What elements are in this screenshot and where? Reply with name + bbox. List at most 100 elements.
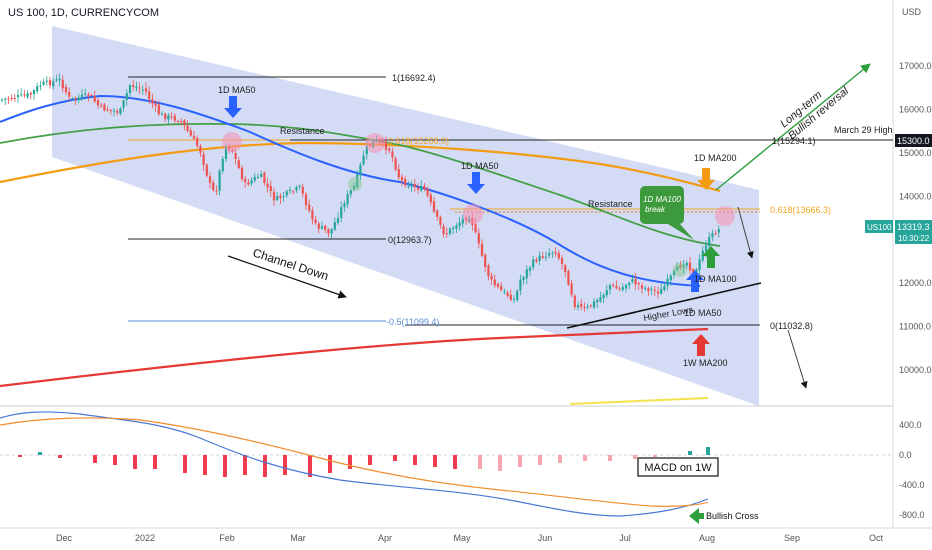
currency-label: USD [902, 7, 922, 17]
candle-body [157, 104, 160, 115]
candle-body [688, 262, 692, 271]
candle-body [260, 174, 263, 177]
ma100-arrow [702, 246, 720, 268]
candle-body [263, 172, 266, 184]
candle-body [650, 288, 653, 290]
candle-body [285, 191, 288, 196]
candle-body [36, 86, 39, 92]
macd-hist-bar [18, 455, 22, 457]
candle-body [400, 176, 404, 181]
candle-body [528, 267, 532, 271]
candle-body [557, 253, 560, 259]
macd-tick-label: -400.0 [899, 480, 925, 490]
macd-hist-bar [433, 455, 437, 467]
candle-body [397, 168, 400, 178]
candle-body [196, 138, 199, 147]
candle-body [151, 99, 154, 104]
candle-body [23, 94, 26, 96]
candle-body [173, 115, 176, 121]
ma50-line [0, 94, 701, 287]
candle-body [74, 97, 77, 100]
candle-body [10, 97, 13, 100]
candle-body [410, 184, 413, 187]
macd-hist-bar [113, 455, 117, 465]
candle-body [77, 97, 80, 101]
price-tick-label: 17000.0 [899, 61, 932, 71]
candle-body [330, 229, 333, 234]
candle-body [666, 278, 669, 287]
higher-lows-line [566, 282, 762, 329]
candle-body [416, 187, 420, 190]
candle-body [132, 85, 135, 88]
candle-body [343, 203, 346, 207]
candle-body [704, 245, 708, 252]
candle-body [426, 188, 429, 196]
candle-body [644, 287, 647, 289]
candle-body [698, 259, 701, 271]
price-tick-label: 11000.0 [899, 322, 931, 332]
candle-body [516, 290, 519, 301]
candle-body [189, 130, 192, 136]
macd-hist-bar [328, 455, 332, 473]
ma200-label: 1D MA200 [694, 153, 737, 163]
svg-text:break: break [645, 205, 666, 214]
candle-body [45, 80, 48, 82]
candle-body [391, 151, 394, 158]
candle-body [388, 148, 391, 151]
candle-body [634, 279, 637, 285]
macd-hist-bar [263, 455, 267, 477]
candle-body [532, 259, 535, 268]
w-ma200-line [0, 327, 709, 388]
price-axis: USD 17000.016000.015000.014000.013000.01… [899, 7, 932, 520]
svg-text:MACD on 1W: MACD on 1W [644, 462, 712, 474]
candle-body [573, 295, 576, 308]
candle-body [48, 80, 52, 86]
candle-body [445, 233, 448, 235]
candle-body [4, 98, 7, 100]
candle-body [125, 93, 128, 101]
candle-body [320, 226, 324, 229]
candle-body [500, 286, 503, 291]
candle-body [269, 185, 272, 192]
signal-line [0, 417, 709, 507]
candle-body [564, 265, 567, 273]
candle-body [32, 90, 36, 95]
macd-hist-bar [393, 455, 397, 461]
candle-body [112, 110, 116, 112]
svg-text:1D MA100: 1D MA100 [643, 195, 681, 204]
macd-hist-bar [608, 455, 612, 461]
resistance-label-1: Resistance [280, 126, 325, 136]
candle-body [496, 283, 500, 287]
candle-body [116, 110, 119, 113]
candle-body [234, 153, 237, 159]
candle-body [7, 98, 10, 100]
candle-body [279, 195, 282, 199]
ma50-label-2: 1D MA50 [461, 161, 499, 171]
candle-body [605, 290, 608, 296]
macd-hist-bar [58, 455, 62, 458]
macd-hist-bar [453, 455, 457, 469]
candle-body [679, 265, 682, 268]
resistance-label-2: Resistance [588, 199, 633, 209]
candle-body [413, 183, 416, 187]
candle-body [349, 190, 352, 195]
candle-body [308, 204, 311, 211]
candle-body [128, 85, 132, 94]
price-tick-label: 16000.0 [899, 104, 932, 114]
candle-body [560, 258, 564, 264]
date-tick-label: Mar [290, 533, 306, 543]
candle-body [311, 210, 314, 220]
price-tick-label: 10000.0 [899, 365, 932, 375]
candle-body [0, 99, 4, 101]
channel-down [52, 26, 759, 406]
candle-body [80, 94, 84, 99]
macd-hist-bar [308, 455, 312, 477]
candle-body [224, 146, 228, 159]
candle-body [714, 233, 717, 235]
candle-body [586, 306, 589, 308]
macd-hist-bar [688, 451, 692, 455]
candle-body [109, 110, 112, 112]
date-tick-label: Jun [538, 533, 553, 543]
candle-body [519, 279, 522, 291]
candle-body [352, 185, 356, 190]
